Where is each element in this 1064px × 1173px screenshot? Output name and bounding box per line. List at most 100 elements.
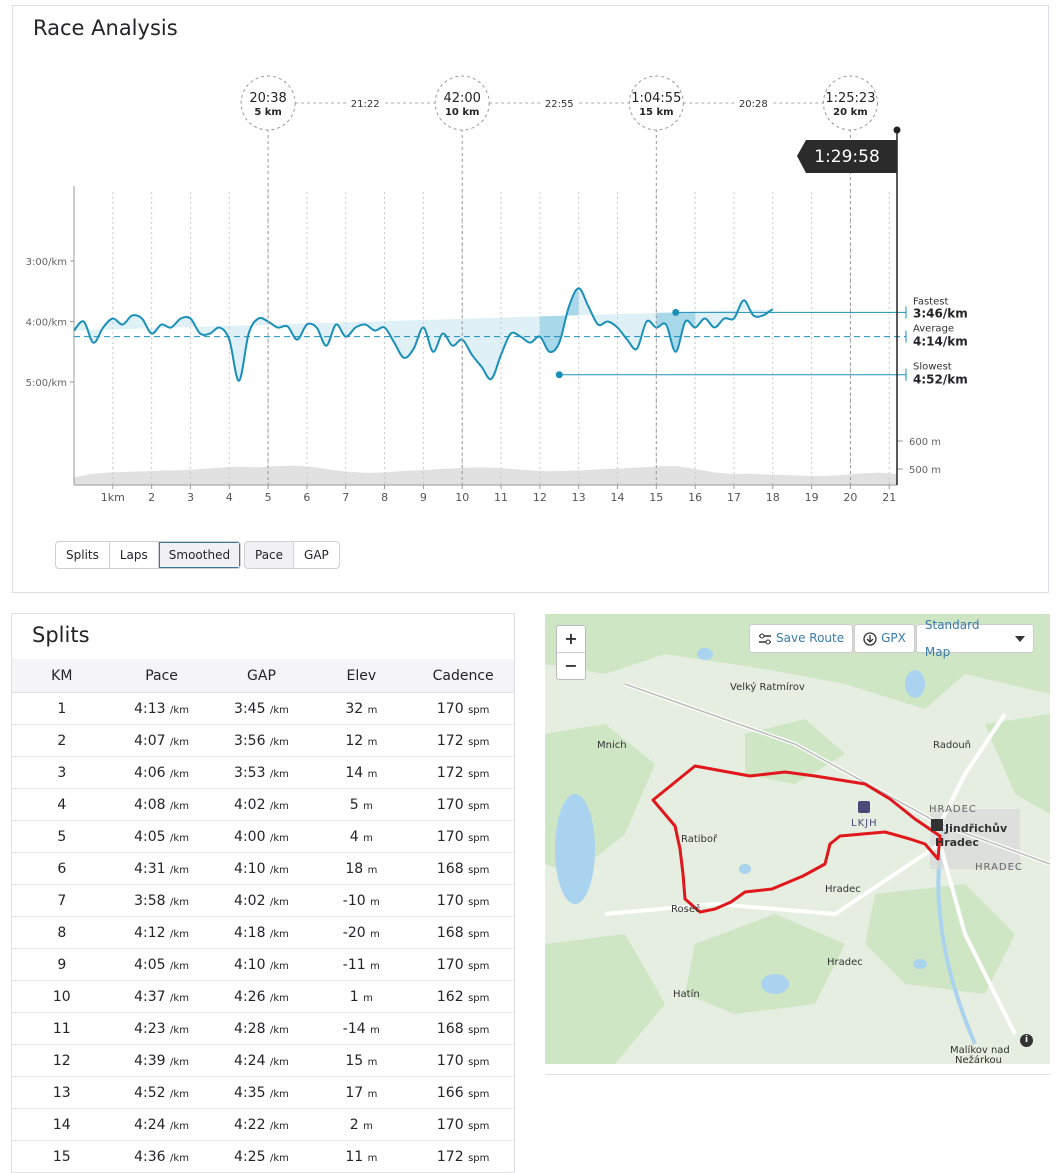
x-tick-label: 12 bbox=[533, 491, 547, 504]
zoom-in-button[interactable]: + bbox=[557, 626, 585, 653]
laps-view-button[interactable]: Laps bbox=[110, 542, 159, 568]
col-cadence[interactable]: Cadence bbox=[411, 659, 515, 693]
split-elev-cell: -11 m bbox=[311, 949, 411, 981]
unit-label: /km bbox=[170, 705, 189, 716]
split-gap-value: 4:26 bbox=[234, 989, 265, 1005]
split-gap-value: 3:56 bbox=[234, 733, 265, 749]
splits-view-button[interactable]: Splits bbox=[56, 542, 110, 568]
unit-label: /km bbox=[270, 705, 289, 716]
checkpoint-time: 20:38 bbox=[249, 91, 286, 106]
unit-label: spm bbox=[468, 1089, 489, 1100]
split-pace-cell: 4:52 /km bbox=[112, 1077, 212, 1109]
split-gap-value: 4:28 bbox=[234, 1021, 265, 1037]
unit-label: m bbox=[363, 1121, 373, 1132]
split-km-value: 1 bbox=[57, 701, 66, 717]
map-label: Jindřichův bbox=[945, 822, 1007, 835]
unit-label: /km bbox=[170, 961, 189, 972]
x-tick-label: 2 bbox=[148, 491, 155, 504]
smoothed-view-button[interactable]: Smoothed bbox=[159, 542, 240, 568]
split-pace-value: 4:05 bbox=[134, 957, 165, 973]
unit-label: /km bbox=[170, 993, 189, 1004]
finish-dot bbox=[894, 127, 901, 134]
split-pace-value: 3:58 bbox=[134, 893, 165, 909]
x-tick-label: 7 bbox=[342, 491, 349, 504]
gap-metric-button[interactable]: GAP bbox=[294, 542, 339, 568]
map-resize-handle[interactable] bbox=[545, 1064, 1050, 1075]
segment-time: 20:28 bbox=[739, 99, 768, 110]
split-elev-value: 17 bbox=[345, 1085, 363, 1101]
split-gap-cell: 4:18 /km bbox=[212, 917, 312, 949]
split-pace-cell: 4:05 /km bbox=[112, 821, 212, 853]
map-label: Ratiboř bbox=[681, 834, 717, 845]
airport-icon bbox=[858, 801, 870, 813]
split-gap-value: 4:24 bbox=[234, 1053, 265, 1069]
unit-label: /km bbox=[170, 1057, 189, 1068]
split-km-cell: 8 bbox=[12, 917, 112, 949]
col-gap[interactable]: GAP bbox=[212, 659, 312, 693]
highlight-band-1 bbox=[540, 186, 579, 485]
gpx-download-button[interactable]: GPX bbox=[854, 624, 915, 653]
zoom-out-button[interactable]: − bbox=[557, 653, 585, 679]
split-gap-cell: 4:10 /km bbox=[212, 949, 312, 981]
unit-label: spm bbox=[468, 1153, 489, 1164]
split-elev-value: 4 bbox=[350, 829, 359, 845]
x-tick-label: 4 bbox=[226, 491, 233, 504]
unit-label: spm bbox=[468, 993, 489, 1004]
split-cad-cell: 168 spm bbox=[411, 853, 515, 885]
split-gap-cell: 4:02 /km bbox=[212, 885, 312, 917]
elev-tick-label: 600 m bbox=[909, 437, 941, 448]
checkpoint-distance: 15 km bbox=[639, 107, 673, 118]
split-km-value: 11 bbox=[53, 1021, 71, 1037]
split-cad-value: 172 bbox=[437, 765, 464, 781]
split-cad-value: 162 bbox=[437, 989, 464, 1005]
average-label: Average bbox=[913, 324, 954, 335]
pace-metric-button[interactable]: Pace bbox=[245, 542, 294, 568]
unit-label: spm bbox=[468, 801, 489, 812]
map-type-dropdown[interactable]: Standard Map bbox=[916, 624, 1034, 653]
x-tick-label: 1km bbox=[101, 491, 125, 504]
split-elev-value: 32 bbox=[345, 701, 363, 717]
unit-label: /km bbox=[270, 1089, 289, 1100]
split-elev-value: 14 bbox=[345, 765, 363, 781]
split-gap-value: 4:18 bbox=[234, 925, 265, 941]
split-pace-value: 4:36 bbox=[134, 1149, 165, 1165]
split-km-cell: 5 bbox=[12, 821, 112, 853]
split-gap-value: 4:10 bbox=[234, 861, 265, 877]
save-route-button[interactable]: Save Route bbox=[749, 624, 853, 653]
unit-label: m bbox=[368, 1089, 378, 1100]
split-pace-value: 4:37 bbox=[134, 989, 165, 1005]
split-gap-value: 3:53 bbox=[234, 765, 265, 781]
checkpoint-distance: 5 km bbox=[254, 107, 282, 118]
split-km-cell: 7 bbox=[12, 885, 112, 917]
chevron-down-icon bbox=[1015, 636, 1024, 642]
split-km-value: 9 bbox=[57, 957, 66, 973]
col-pace[interactable]: Pace bbox=[112, 659, 212, 693]
split-pace-cell: 4:31 /km bbox=[112, 853, 212, 885]
unit-label: /km bbox=[170, 1025, 189, 1036]
split-gap-value: 3:45 bbox=[234, 701, 265, 717]
unit-label: /km bbox=[170, 897, 189, 908]
map-label: Velký Ratmírov bbox=[730, 682, 805, 693]
x-tick-label: 21 bbox=[882, 491, 896, 504]
col-elev[interactable]: Elev bbox=[311, 659, 411, 693]
split-cad-cell: 172 spm bbox=[411, 725, 515, 757]
split-elev-value: 12 bbox=[345, 733, 363, 749]
finish-flag-icon bbox=[931, 819, 943, 831]
info-icon[interactable]: i bbox=[1020, 1034, 1033, 1047]
unit-label: m bbox=[368, 769, 378, 780]
split-km-value: 2 bbox=[57, 733, 66, 749]
split-km-value: 6 bbox=[57, 861, 66, 877]
unit-label: /km bbox=[170, 1121, 189, 1132]
col-km[interactable]: KM bbox=[12, 659, 112, 693]
route-map[interactable]: + − Save Route GPX Standard Map Velký Ra… bbox=[545, 614, 1050, 1064]
split-cad-cell: 168 spm bbox=[411, 917, 515, 949]
x-tick-label: 13 bbox=[572, 491, 586, 504]
